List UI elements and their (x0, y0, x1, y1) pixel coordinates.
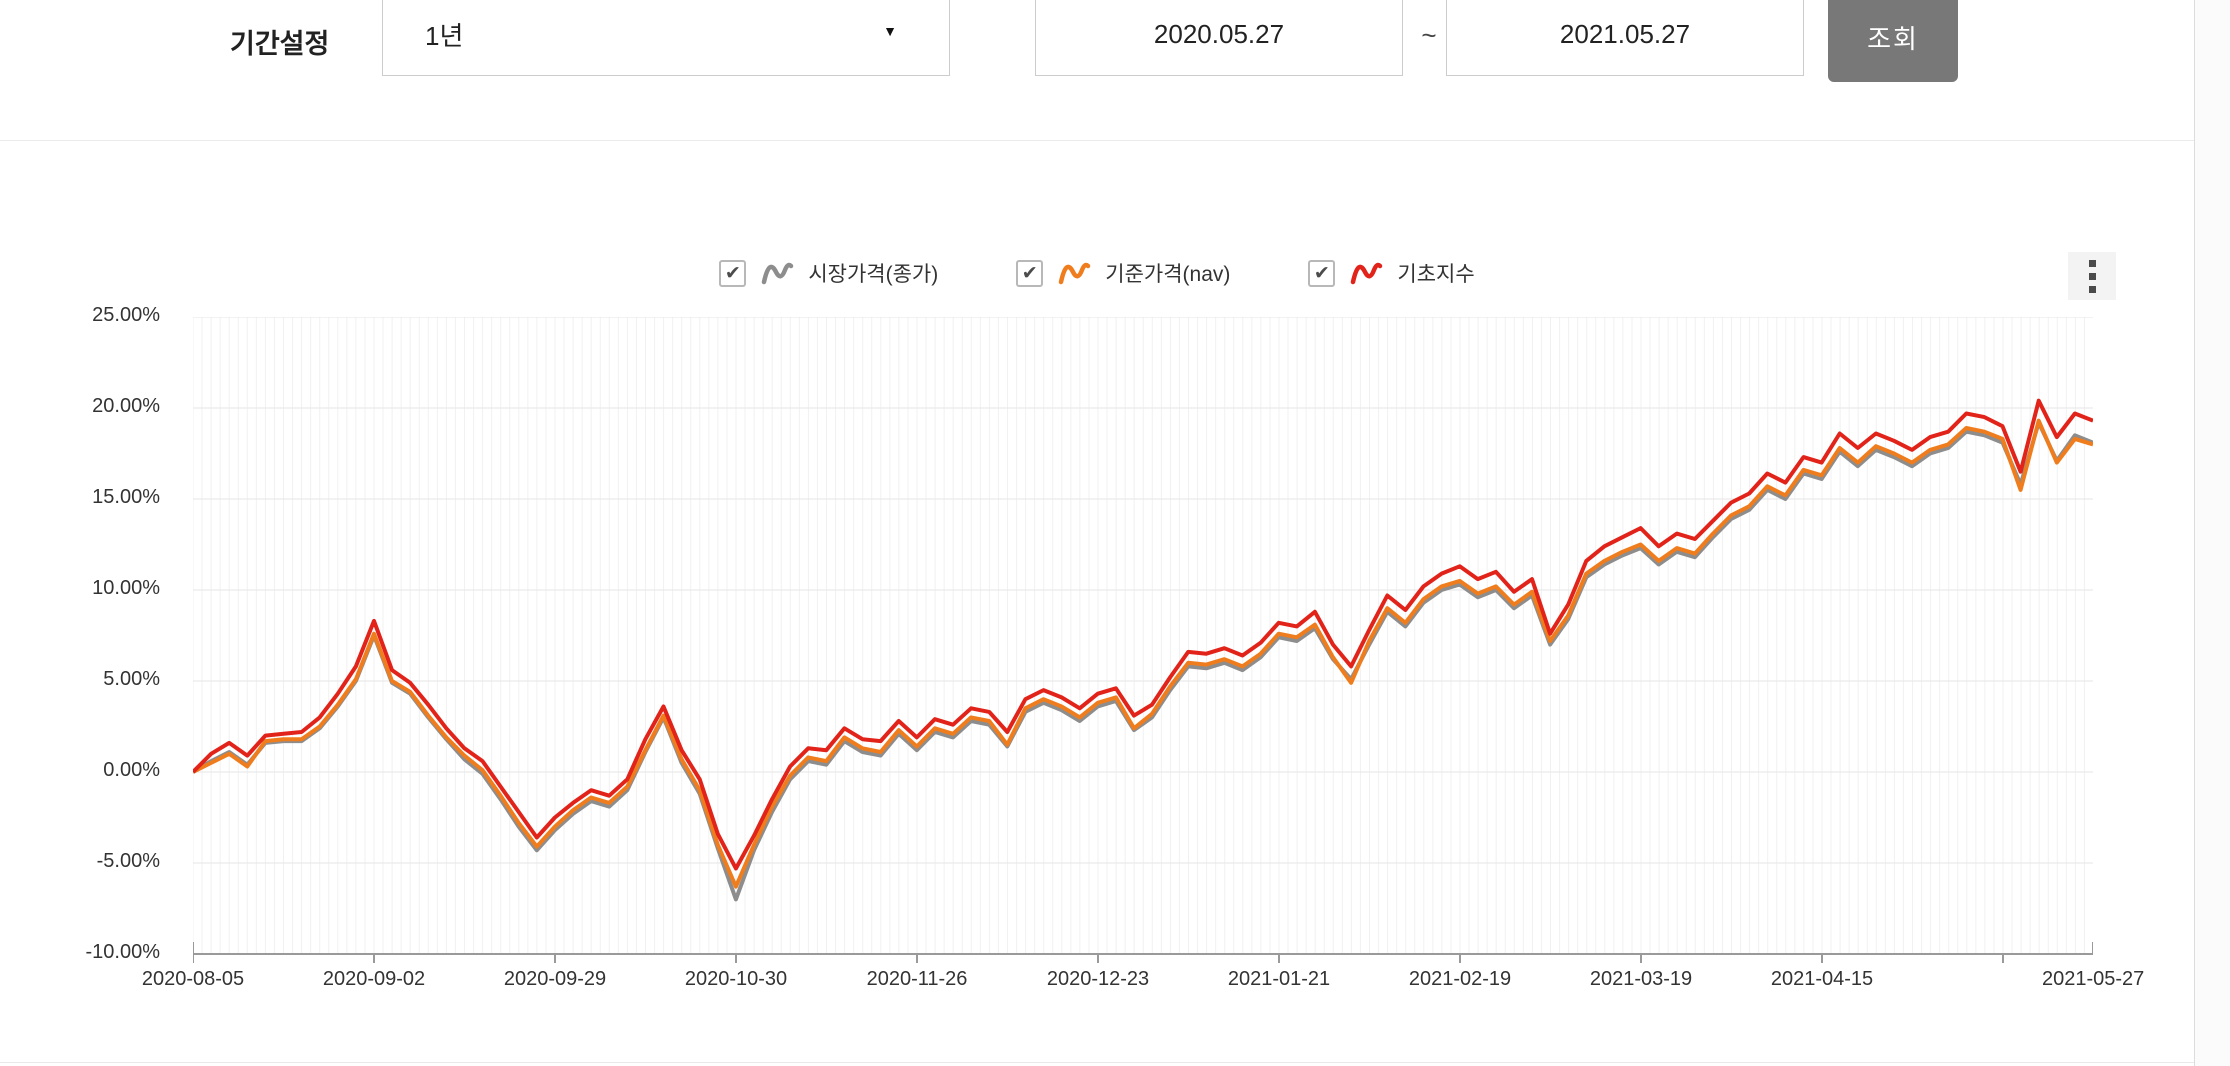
y-axis-label: 5.00% (103, 668, 160, 690)
x-axis-label: 2021-04-15 (1770, 968, 1874, 990)
period-setting-label: 기간설정 (230, 29, 330, 59)
legend-label: 기초지수 (1397, 263, 1475, 286)
chart-plot-area (191, 316, 2094, 997)
chart-legend: ✔ 시장가격(종가) ✔ 기준가격(nav) ✔ 기초지수 (0, 258, 2194, 288)
y-axis-label: -10.00% (85, 941, 161, 963)
series-squiggle-icon (1059, 262, 1091, 285)
kebab-menu-icon (2088, 259, 2096, 267)
legend-checkbox[interactable]: ✔ (1308, 259, 1336, 287)
date-to-input[interactable]: 2021.05.27 (1446, 0, 1804, 76)
chart-context-menu-button[interactable] (2068, 252, 2116, 300)
x-axis-label: 2020-10-30 (684, 968, 788, 990)
period-toolbar: 기간설정 1년 ▼ 2020.05.27 ~ 2021.05.27 조회 (0, 0, 2230, 141)
legend-checkbox[interactable]: ✔ (1016, 259, 1044, 287)
date-from-input[interactable]: 2020.05.27 (1035, 0, 1403, 76)
date-range-tilde: ~ (1421, 20, 1437, 50)
period-dropdown[interactable]: 1년 ▼ (382, 0, 950, 76)
y-axis-label: 20.00% (92, 395, 160, 417)
series-squiggle-icon (1351, 262, 1383, 285)
x-axis-label: 2020-09-29 (503, 968, 607, 990)
y-axis-label: 15.00% (92, 486, 160, 508)
y-axis-label: 0.00% (103, 759, 160, 781)
legend-label: 시장가격(종가) (808, 263, 939, 286)
x-axis-label: 2021-02-19 (1408, 968, 1512, 990)
legend-checkbox[interactable]: ✔ (719, 259, 747, 287)
x-axis-label: 2021-05-27 (2042, 968, 2145, 990)
legend-label: 기준가격(nav) (1105, 263, 1231, 286)
series-squiggle-icon (762, 262, 794, 285)
x-axis-label: 2020-09-02 (322, 968, 426, 990)
bottom-divider (0, 1062, 2194, 1063)
legend-item-1[interactable]: ✔ 기준가격(nav) (1016, 258, 1230, 288)
x-axis-label: 2020-08-05 (141, 968, 245, 990)
search-button[interactable]: 조회 (1828, 0, 1958, 82)
series-line (192, 418, 2094, 889)
x-axis-label: 2020-12-23 (1046, 968, 1150, 990)
right-scrollbar-gutter (2194, 0, 2230, 1066)
x-axis-label: 2021-01-21 (1227, 968, 1331, 990)
legend-item-0[interactable]: ✔ 시장가격(종가) (719, 258, 938, 288)
x-axis-label: 2020-11-26 (866, 968, 968, 990)
y-axis-label: -5.00% (96, 850, 160, 872)
period-dropdown-value: 1년 (425, 20, 464, 51)
legend-item-2[interactable]: ✔ 기초지수 (1308, 258, 1475, 288)
y-axis-label: 10.00% (92, 577, 160, 599)
series-line (191, 398, 2094, 871)
line-chart (191, 316, 2094, 963)
x-axis-label: 2021-03-19 (1589, 968, 1693, 990)
chevron-down-icon: ▼ (883, 23, 897, 39)
x-axis-labels: 2020-08-05 2020-09-02 2020-09-29 2020-10-30… (0, 968, 2194, 1008)
y-axis-label: 25.00% (92, 304, 160, 326)
